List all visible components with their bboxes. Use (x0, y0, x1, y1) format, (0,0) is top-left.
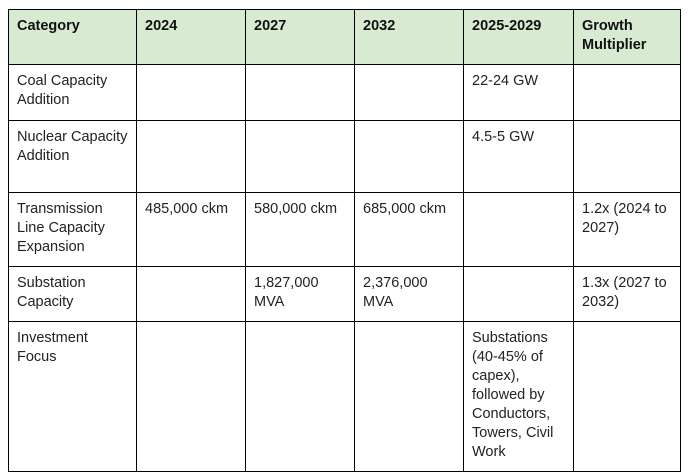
cell-category: Investment Focus (8, 321, 137, 472)
column-header-category: Category (8, 9, 137, 65)
column-header-2027: 2027 (245, 9, 355, 65)
cell-2032 (354, 321, 464, 472)
cell-2032 (354, 64, 464, 121)
table-row: Substation Capacity 1,827,000 MVA 2,376,… (8, 266, 681, 322)
cell-growth-multiplier (573, 321, 681, 472)
cell-2024 (136, 64, 246, 121)
cell-category: Transmission Line Capacity Expansion (8, 192, 137, 267)
cell-2027 (245, 321, 355, 472)
table-row: Transmission Line Capacity Expansion 485… (8, 192, 681, 267)
cell-2027 (245, 64, 355, 121)
cell-category: Substation Capacity (8, 266, 137, 322)
cell-2024 (136, 321, 246, 472)
cell-2025-2029 (463, 266, 574, 322)
data-table: Category 2024 2027 2032 2025-2029 Growth… (8, 9, 681, 472)
column-header-2024: 2024 (136, 9, 246, 65)
cell-2025-2029: 22-24 GW (463, 64, 574, 121)
table-row: Coal Capacity Addition 22-24 GW (8, 64, 681, 121)
column-header-2032: 2032 (354, 9, 464, 65)
column-header-growth-multiplier: Growth Multiplier (573, 9, 681, 65)
table-row: Nuclear Capacity Addition 4.5-5 GW (8, 120, 681, 193)
table-header-row: Category 2024 2027 2032 2025-2029 Growth… (8, 9, 681, 65)
table-row: Investment Focus Substations (40-45% of … (8, 321, 681, 472)
cell-2025-2029 (463, 192, 574, 267)
cell-category: Nuclear Capacity Addition (8, 120, 137, 193)
cell-2027: 1,827,000 MVA (245, 266, 355, 322)
cell-2032: 685,000 ckm (354, 192, 464, 267)
cell-2025-2029: Substations (40-45% of capex), followed … (463, 321, 574, 472)
cell-growth-multiplier: 1.2x (2024 to 2027) (573, 192, 681, 267)
cell-category: Coal Capacity Addition (8, 64, 137, 121)
column-header-2025-2029: 2025-2029 (463, 9, 574, 65)
cell-2024 (136, 120, 246, 193)
cell-2027: 580,000 ckm (245, 192, 355, 267)
cell-2025-2029: 4.5-5 GW (463, 120, 574, 193)
cell-2027 (245, 120, 355, 193)
cell-2024: 485,000 ckm (136, 192, 246, 267)
cell-growth-multiplier (573, 120, 681, 193)
cell-2024 (136, 266, 246, 322)
cell-growth-multiplier: 1.3x (2027 to 2032) (573, 266, 681, 322)
cell-2032 (354, 120, 464, 193)
cell-growth-multiplier (573, 64, 681, 121)
cell-2032: 2,376,000 MVA (354, 266, 464, 322)
